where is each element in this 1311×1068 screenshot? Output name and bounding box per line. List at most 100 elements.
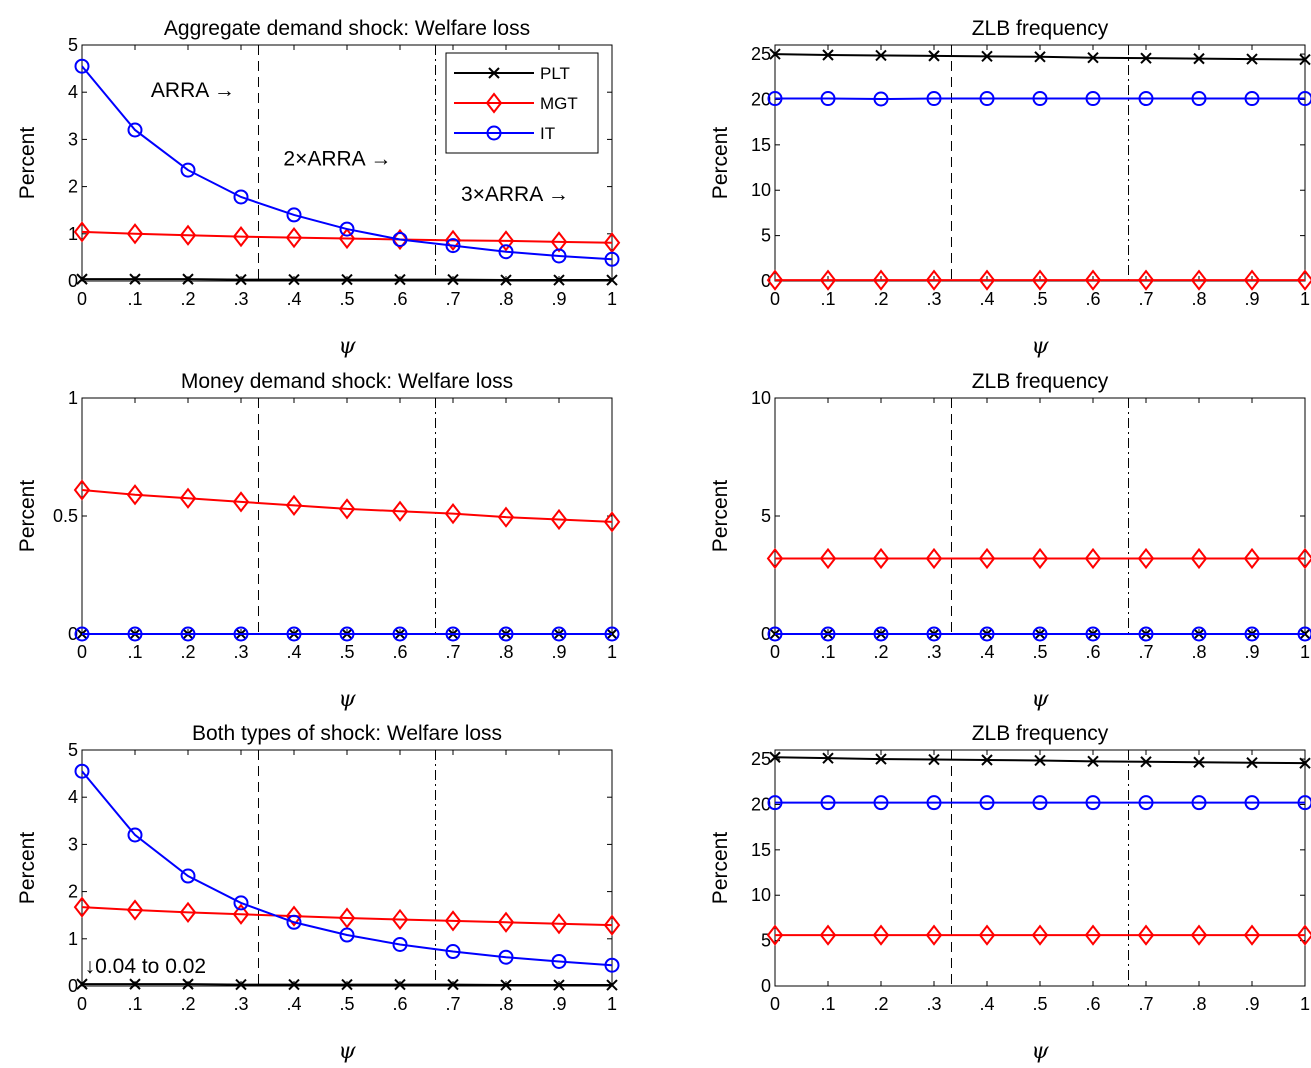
data-point: [1032, 626, 1048, 642]
legend-label: MGT: [540, 94, 578, 113]
data-point: [1034, 754, 1046, 767]
x-tick-label: .6: [392, 289, 407, 309]
y-tick-label: 4: [68, 787, 78, 807]
y-axis-label: Percent: [16, 832, 39, 905]
data-point: [822, 752, 834, 764]
y-tick-label: 5: [761, 931, 771, 951]
x-tick-label: .5: [339, 642, 354, 662]
legend-marker: [486, 125, 502, 141]
data-point: [606, 274, 618, 286]
data-point: [979, 91, 995, 107]
data-point: [1297, 91, 1311, 107]
data-point: [338, 227, 356, 250]
data-point: [182, 978, 194, 990]
data-point: [1191, 626, 1207, 642]
x-tick-label: .7: [445, 289, 460, 309]
data-point: [604, 251, 620, 267]
series-line: [81, 906, 613, 927]
data-point: [873, 795, 889, 811]
series-PLT: [769, 48, 1311, 66]
axes-box: [774, 44, 1306, 282]
data-point: [978, 269, 996, 291]
data-point: [445, 626, 461, 642]
data-point: [288, 273, 300, 286]
data-point: [604, 626, 620, 642]
y-tick-label: 3: [68, 834, 78, 854]
data-point: [1032, 91, 1048, 107]
data-point: [1190, 924, 1208, 946]
subplot-2: 0 .1 .2 .3 .4 .5 .6 .7 .8 .9 1 0 0.5 1 Money demand sh…: [16, 370, 621, 712]
data-point: [288, 978, 300, 991]
data-point: [1246, 757, 1258, 769]
y-tick-label: 0: [68, 271, 78, 291]
data-point: [182, 273, 194, 285]
y-tick-label: 5: [761, 226, 771, 246]
x-axis-label: ψ: [338, 687, 356, 712]
x-tick-label: .6: [1085, 994, 1100, 1014]
y-tick-label: 5: [68, 740, 78, 760]
series-MGT: [73, 221, 621, 254]
x-tick-label: 0: [77, 994, 87, 1014]
x-tick-label: .1: [127, 289, 142, 309]
data-point: [500, 274, 512, 286]
x-tick-label: .4: [979, 289, 994, 309]
y-axis-label: Percent: [16, 127, 39, 200]
y-tick-label: 10: [751, 180, 771, 200]
data-point: [926, 91, 942, 107]
data-point: [1296, 547, 1311, 570]
x-tick-label: 1: [1300, 289, 1310, 309]
series-line: [81, 65, 613, 261]
data-point: [1191, 91, 1207, 107]
data-point: [767, 626, 783, 642]
y-tick-label: 25: [751, 749, 771, 769]
x-tick-label: 1: [607, 289, 617, 309]
x-tick-label: .2: [873, 994, 888, 1014]
data-point: [925, 924, 943, 946]
data-point: [286, 914, 302, 930]
x-tick-label: .2: [873, 289, 888, 309]
data-point: [981, 754, 993, 766]
data-point: [497, 506, 515, 528]
data-point: [73, 479, 91, 501]
x-tick-label: .8: [1191, 642, 1206, 662]
data-point: [981, 50, 993, 63]
y-tick-label: 0: [761, 624, 771, 644]
data-point: [235, 978, 247, 991]
x-tick-label: .6: [392, 994, 407, 1014]
data-point: [1137, 269, 1155, 291]
x-axis-label: ψ: [1031, 334, 1049, 359]
data-point: [1244, 626, 1260, 642]
series-MGT: [766, 547, 1311, 570]
subplot-4: 0 .1 .2 .3 .4 .5 .6 .7 .8 .9 1 0 1 2 3 4 5 Both types of …: [16, 722, 621, 1064]
x-tick-label: .3: [926, 642, 941, 662]
series-IT: [767, 795, 1311, 811]
data-point: [285, 905, 303, 927]
legend-marker: [485, 92, 503, 114]
data-point: [1193, 756, 1205, 768]
y-tick-label: 20: [751, 89, 771, 109]
data-point: [1243, 924, 1261, 946]
data-point: [820, 626, 836, 642]
data-point: [550, 913, 568, 935]
y-tick-label: 25: [751, 44, 771, 64]
data-point: [1297, 795, 1311, 811]
data-point: [1032, 795, 1048, 811]
x-tick-label: 0: [770, 642, 780, 662]
data-point: [606, 979, 618, 991]
data-point: [1085, 626, 1101, 642]
x-tick-label: .3: [926, 289, 941, 309]
x-axis-label: ψ: [1031, 1039, 1049, 1064]
data-point: [498, 244, 514, 260]
chart-title: Money demand shock: Welfare loss: [181, 370, 513, 393]
data-point: [179, 901, 197, 923]
y-tick-label: 0: [761, 271, 771, 291]
series-IT: [767, 626, 1311, 642]
data-point: [126, 899, 144, 921]
data-point: [235, 273, 247, 286]
data-point: [498, 949, 514, 965]
data-point: [180, 626, 196, 642]
x-tick-label: .4: [286, 642, 301, 662]
data-point: [339, 221, 355, 237]
data-point: [926, 626, 942, 642]
